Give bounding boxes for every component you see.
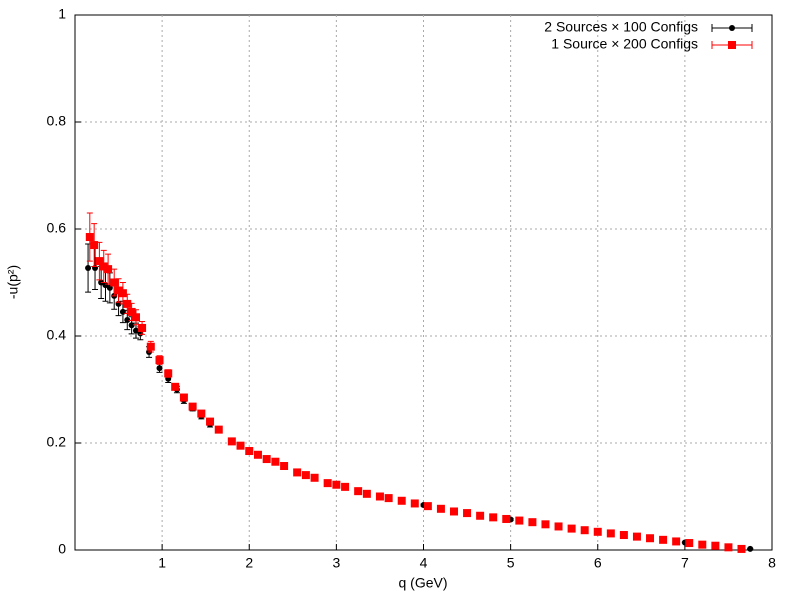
data-point	[128, 322, 135, 329]
data-point	[436, 504, 445, 513]
data-point	[619, 531, 628, 540]
x-tick-label: 3	[332, 555, 340, 571]
data-point	[323, 479, 332, 488]
data-point	[280, 462, 289, 471]
y-tick-label: 0.6	[47, 220, 67, 236]
legend-marker	[728, 41, 736, 49]
data-point	[541, 520, 550, 529]
data-point	[99, 262, 108, 271]
data-point	[197, 409, 206, 418]
data-point	[155, 356, 164, 365]
data-point	[85, 265, 92, 272]
y-tick-label: 0.2	[47, 434, 67, 450]
data-point	[724, 543, 733, 552]
data-point	[580, 526, 589, 535]
data-point	[127, 307, 136, 316]
x-axis-label: q (GeV)	[398, 575, 447, 591]
x-tick-label: 5	[507, 555, 515, 571]
data-point	[114, 286, 123, 295]
data-point	[146, 342, 155, 351]
data-point	[375, 492, 384, 501]
data-point	[271, 457, 280, 466]
data-point	[737, 544, 746, 553]
data-point	[362, 489, 371, 498]
data-point	[227, 437, 236, 446]
data-point	[606, 529, 615, 538]
data-point	[659, 535, 668, 544]
data-point	[110, 278, 119, 287]
legend-marker	[729, 25, 735, 31]
legend-label: 1 Source × 200 Configs	[551, 36, 698, 52]
y-axis-label: -u(p²)	[5, 265, 21, 299]
data-point	[489, 513, 498, 522]
data-point	[354, 487, 363, 496]
data-point	[85, 233, 94, 242]
data-point	[245, 447, 254, 456]
y-tick-label: 0	[58, 541, 66, 557]
data-point	[310, 473, 319, 482]
legend-label: 2 Sources × 100 Configs	[544, 19, 698, 35]
data-point	[410, 499, 419, 508]
data-point	[672, 537, 681, 546]
data-point	[515, 516, 524, 525]
data-point	[262, 455, 271, 464]
data-point	[567, 524, 576, 533]
data-point	[332, 480, 341, 489]
data-point	[90, 241, 99, 250]
y-tick-label: 1	[58, 6, 66, 22]
data-point	[95, 257, 104, 266]
y-tick-label: 0.4	[47, 327, 67, 343]
data-point	[236, 441, 245, 450]
data-point	[156, 365, 163, 372]
data-point	[711, 541, 720, 550]
data-point	[179, 393, 188, 402]
data-point	[132, 327, 139, 334]
data-point	[698, 540, 707, 549]
data-point	[171, 382, 180, 391]
data-point	[646, 534, 655, 543]
x-tick-label: 8	[768, 555, 776, 571]
data-point	[164, 369, 173, 378]
data-point	[206, 417, 215, 426]
data-point	[104, 265, 113, 274]
data-point	[124, 316, 131, 323]
data-point	[301, 471, 310, 480]
data-point	[593, 527, 602, 536]
data-point	[118, 289, 127, 298]
y-tick-label: 0.8	[47, 113, 67, 129]
data-point	[423, 502, 432, 511]
data-point	[449, 507, 458, 516]
data-point	[214, 425, 223, 434]
data-point	[502, 514, 511, 523]
data-point	[528, 518, 537, 527]
data-point	[253, 450, 262, 459]
x-tick-label: 1	[158, 555, 166, 571]
data-point	[138, 323, 147, 332]
data-point	[293, 468, 302, 477]
x-tick-label: 4	[420, 555, 428, 571]
data-point	[632, 532, 641, 541]
x-tick-label: 6	[594, 555, 602, 571]
x-tick-label: 7	[681, 555, 689, 571]
data-point	[123, 299, 132, 308]
x-tick-label: 2	[245, 555, 253, 571]
data-point	[188, 402, 197, 411]
data-point	[476, 511, 485, 520]
data-point	[341, 482, 350, 491]
data-point	[384, 494, 393, 503]
data-point	[685, 539, 694, 548]
data-point	[397, 496, 406, 505]
data-point	[463, 509, 472, 518]
data-point	[554, 522, 563, 531]
data-point	[747, 545, 754, 552]
data-point	[131, 313, 140, 322]
